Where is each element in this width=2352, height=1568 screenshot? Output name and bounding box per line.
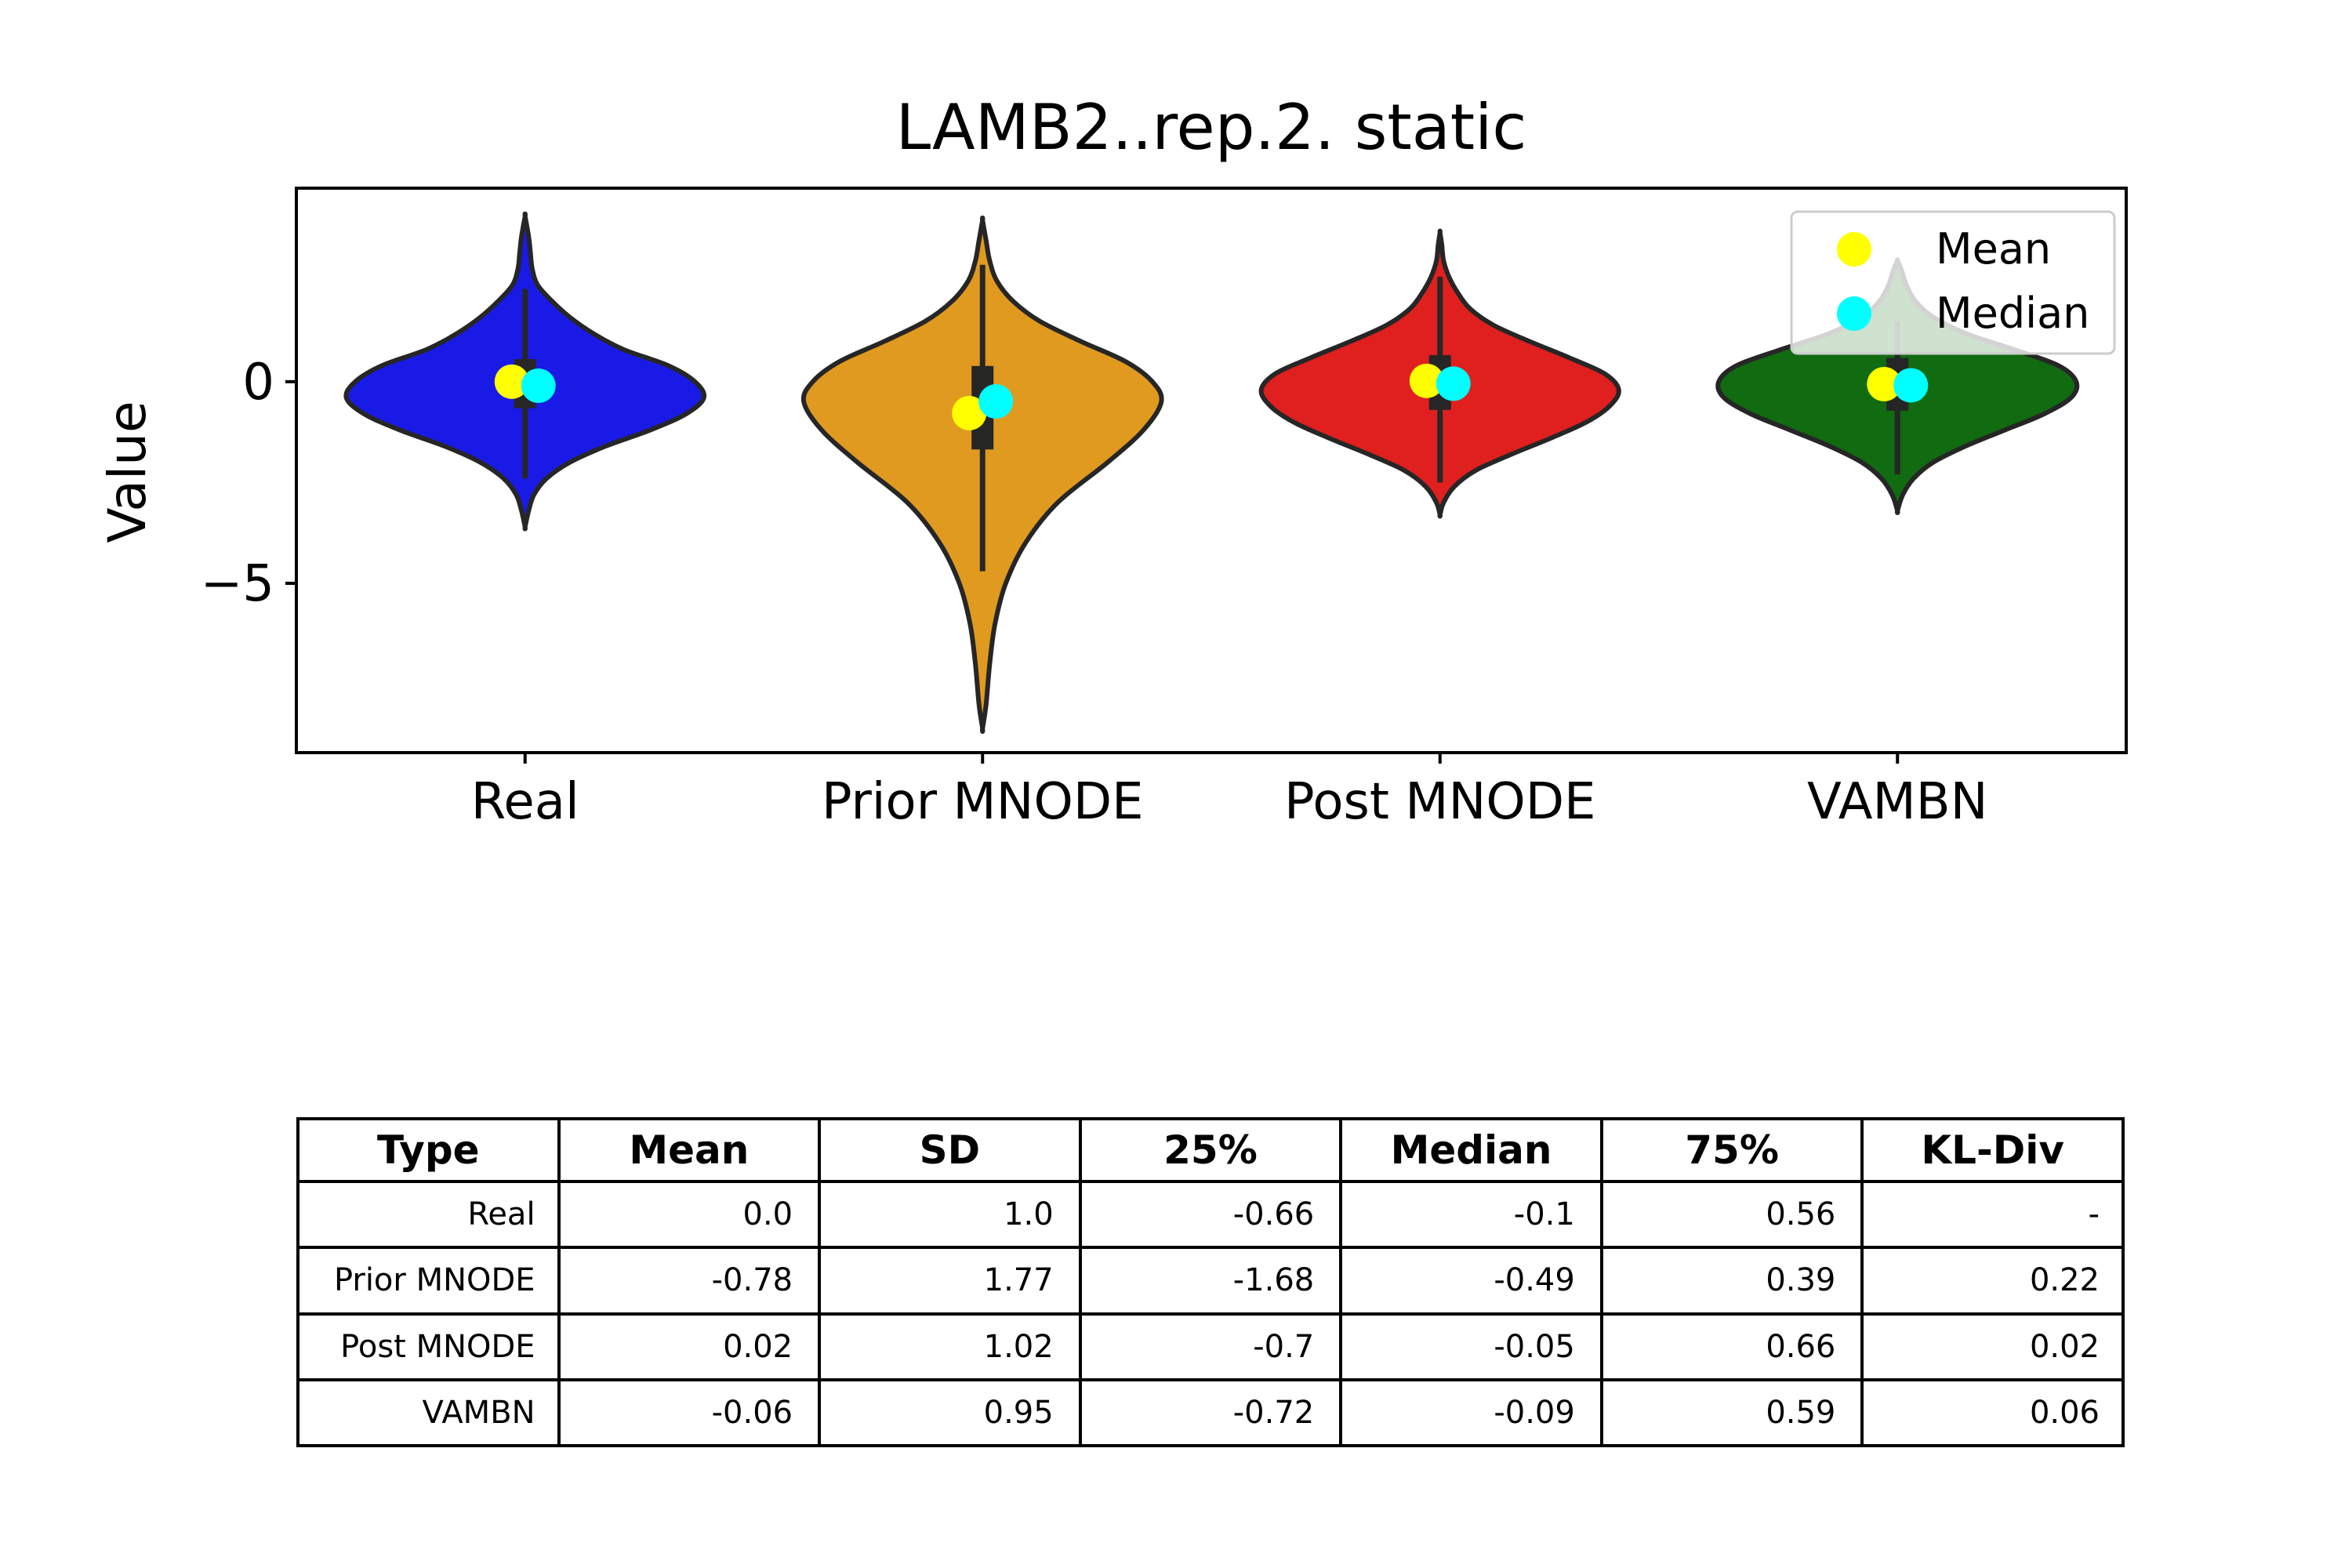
legend-marker [1837, 296, 1871, 331]
y-tick-label: −5 [201, 555, 274, 613]
plot-area: 0 −5 Real Prior MNODE Post MNODE VAMBN Mean Med… [201, 187, 2128, 831]
x-tick-label: VAMBN [1807, 773, 1987, 831]
y-tick-label: 0 [242, 354, 274, 412]
header-median: Median [1339, 1117, 1603, 1183]
table-cell: -0.05 [1339, 1312, 1603, 1381]
mean-marker [494, 364, 529, 399]
median-marker [1436, 366, 1471, 401]
table-cell: 1.02 [818, 1312, 1082, 1381]
plot-frame [295, 187, 2128, 754]
mean-marker [1409, 363, 1444, 398]
mean-marker [952, 395, 987, 430]
header-kl-div: KL-Div [1860, 1117, 2125, 1183]
table-cell: Post MNODE [296, 1312, 561, 1381]
table-row: Post MNODE 0.02 1.02 -0.7 -0.05 0.66 0.0… [296, 1312, 2125, 1381]
median-marker [1893, 368, 1929, 403]
table-cell: -0.49 [1339, 1246, 1603, 1316]
table-cell: -0.1 [1339, 1179, 1603, 1250]
median-marker [521, 368, 556, 403]
header-sd: SD [818, 1117, 1082, 1183]
table-cell: - [1860, 1179, 2125, 1250]
header-type: Type [296, 1117, 561, 1183]
mean-marker [1867, 366, 1902, 401]
table-cell: 0.66 [1599, 1312, 1864, 1381]
header-25pct: 25% [1078, 1117, 1343, 1183]
table-cell: 0.02 [557, 1312, 822, 1381]
table-cell: Prior MNODE [296, 1246, 561, 1316]
legend-label: Mean [1936, 224, 2051, 274]
table-cell: -0.78 [557, 1246, 822, 1316]
statistics-table: Type Mean SD 25% Median 75% KL-Div Real … [296, 1117, 2125, 1448]
table-cell: VAMBN [296, 1377, 561, 1448]
table-cell: 1.0 [818, 1179, 1082, 1250]
table-cell: 0.02 [1860, 1312, 2125, 1381]
table-cell: Real [296, 1179, 561, 1250]
table-cell: -0.72 [1078, 1377, 1343, 1448]
table-header-row: Type Mean SD 25% Median 75% KL-Div [296, 1117, 2125, 1183]
table-cell: 0.39 [1599, 1246, 1864, 1316]
table-cell: 1.77 [818, 1246, 1082, 1316]
legend-box [1790, 210, 2116, 355]
x-tick-label: Prior MNODE [822, 773, 1144, 831]
median-marker [978, 384, 1014, 419]
legend-marker [1837, 232, 1871, 267]
table-cell: 0.59 [1599, 1377, 1864, 1448]
table-cell: -0.09 [1339, 1377, 1603, 1448]
table-cell: 0.06 [1860, 1377, 2125, 1448]
x-tick-label: Real [471, 773, 579, 831]
chart-title: LAMB2..rep.2. static [896, 91, 1527, 164]
table-cell: -0.66 [1078, 1179, 1343, 1250]
table-row: Prior MNODE -0.78 1.77 -1.68 -0.49 0.39 … [296, 1246, 2125, 1316]
table-row: Real 0.0 1.0 -0.66 -0.1 0.56 - [296, 1179, 2125, 1250]
table-cell: 0.56 [1599, 1179, 1864, 1250]
x-tick-label: Post MNODE [1284, 773, 1595, 831]
table-cell: -0.06 [557, 1377, 822, 1448]
table-row: VAMBN -0.06 0.95 -0.72 -0.09 0.59 0.06 [296, 1377, 2125, 1448]
table-cell: 0.0 [557, 1179, 822, 1250]
y-axis-label: Value [97, 401, 158, 543]
table-cell: 0.22 [1860, 1246, 2125, 1316]
table-cell: 0.95 [818, 1377, 1082, 1448]
table-cell: -0.7 [1078, 1312, 1343, 1381]
header-mean: Mean [557, 1117, 822, 1183]
header-75pct: 75% [1599, 1117, 1864, 1183]
table-cell: -1.68 [1078, 1246, 1343, 1316]
legend-label: Median [1936, 289, 2089, 338]
